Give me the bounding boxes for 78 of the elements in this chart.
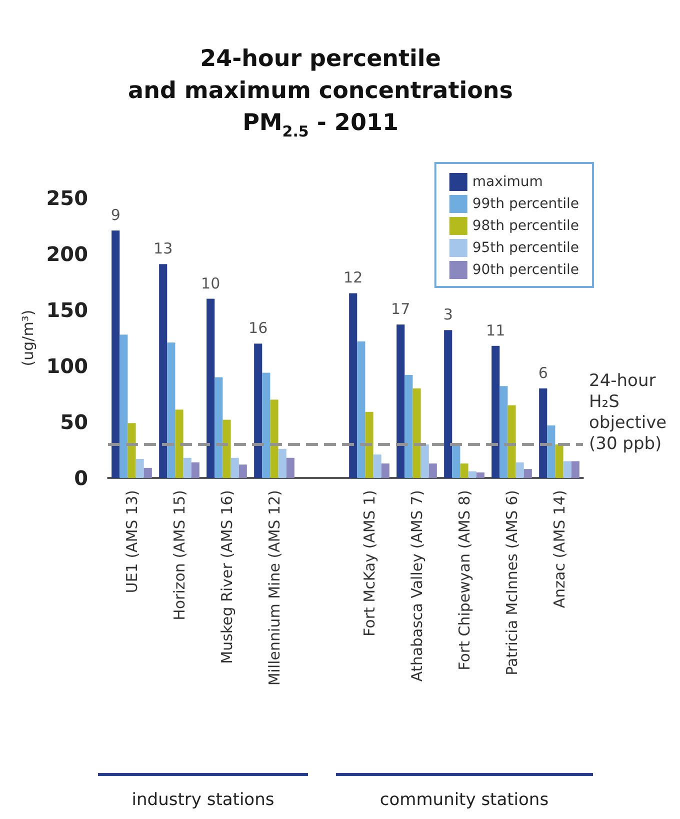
bar — [278, 448, 286, 478]
x-tick-label: Muskeg River (AMS 16) — [218, 490, 236, 664]
x-tick-label: Patricia McInnes (AMS 6) — [502, 490, 521, 676]
bar — [222, 420, 231, 478]
legend-label: 99th percentile — [472, 196, 579, 212]
bar — [420, 444, 429, 478]
bar — [547, 425, 556, 478]
bar — [159, 264, 168, 478]
bar — [349, 293, 358, 478]
bar — [230, 458, 239, 478]
bar — [452, 444, 460, 478]
y-tick-label: 200 — [46, 242, 88, 266]
y-axis-title: (ug/m³) — [18, 310, 37, 366]
y-tick-label: 50 — [60, 410, 88, 434]
bar — [136, 458, 144, 478]
bar — [396, 324, 405, 478]
annotation: 16 — [248, 319, 268, 338]
bar — [404, 374, 413, 478]
annotation: 9 — [110, 206, 120, 224]
legend-label: 90th percentile — [472, 262, 579, 278]
y-tick-label: 250 — [46, 186, 88, 210]
bar — [270, 400, 278, 478]
bar — [206, 298, 215, 478]
bar — [492, 346, 500, 478]
bar — [468, 471, 476, 478]
text: community stations — [336, 773, 593, 810]
bar — [508, 405, 516, 478]
bar — [516, 462, 524, 478]
x-tick-label: Fort Chipewyan (AMS 8) — [455, 490, 474, 670]
annotation: 6 — [538, 364, 548, 382]
bar — [476, 472, 484, 478]
bar — [365, 412, 374, 478]
legend-label: 98th percentile — [472, 218, 579, 234]
bar — [563, 461, 572, 478]
bar — [214, 377, 223, 478]
annotation: 11 — [486, 321, 506, 340]
bar — [254, 344, 262, 478]
x-tick-label: Anzac (AMS 14) — [550, 490, 568, 608]
x-tick-label: Millennium Mine (AMS 12) — [265, 490, 284, 686]
annotation: 3 — [443, 306, 453, 324]
bar — [555, 444, 564, 478]
x-tick-label: Horizon (AMS 15) — [170, 490, 188, 620]
bar — [144, 468, 152, 478]
bar — [120, 334, 128, 478]
bar — [191, 462, 200, 478]
bar — [428, 463, 437, 478]
x-tick-label: UE1 (AMS 13) — [122, 490, 141, 594]
bar — [500, 386, 508, 478]
y-tick-label: 150 — [46, 298, 88, 322]
annotation: 10 — [201, 274, 220, 292]
bar — [412, 388, 421, 478]
bar — [112, 230, 120, 478]
annotation: 12 — [344, 268, 363, 287]
bar — [286, 458, 294, 478]
bar — [460, 463, 468, 478]
bar — [128, 423, 136, 478]
text: industry stations — [98, 773, 308, 810]
ref-line-label: 24-hour H₂S objective (30 ppb) — [589, 370, 667, 454]
bar — [357, 341, 366, 478]
bar — [539, 388, 548, 478]
bar — [524, 469, 532, 478]
legend-label: 95th percentile — [472, 240, 579, 256]
bar — [373, 454, 382, 478]
bar — [175, 410, 184, 478]
legend-label: maximum — [472, 174, 543, 190]
x-tick-label: Athabasca Valley (AMS 7) — [408, 490, 426, 682]
bar — [262, 372, 270, 478]
y-tick-label: 100 — [46, 354, 88, 378]
x-tick-label: Fort McKay (AMS 1) — [360, 490, 378, 636]
bar — [238, 464, 247, 478]
annotation: 13 — [154, 240, 173, 258]
bar — [571, 461, 580, 478]
bar — [381, 463, 390, 478]
bar — [167, 342, 176, 478]
y-tick-label: 0 — [74, 466, 88, 490]
bar — [183, 458, 192, 478]
bar — [444, 330, 452, 478]
annotation: 17 — [391, 300, 410, 318]
